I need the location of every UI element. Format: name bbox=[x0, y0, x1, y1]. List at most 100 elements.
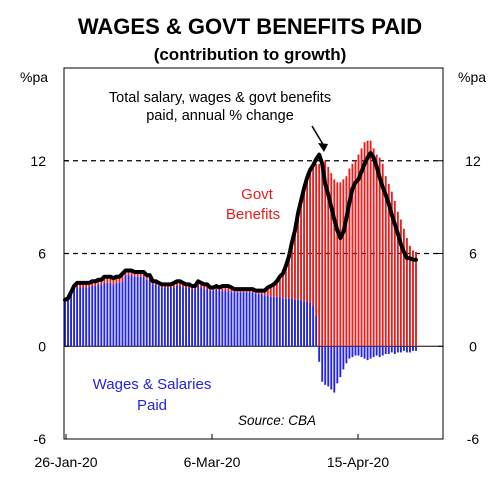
bars bbox=[64, 140, 417, 393]
chart-title: WAGES & GOVT BENEFITS PAID bbox=[78, 14, 422, 39]
govt-benefits-bar bbox=[109, 276, 112, 283]
wages-bar bbox=[236, 292, 239, 347]
govt-benefits-bar bbox=[369, 140, 372, 347]
govt-benefits-bar bbox=[112, 278, 115, 285]
govt-benefits-bar bbox=[179, 281, 181, 286]
govt-benefits-bar bbox=[387, 183, 390, 347]
wages-bar bbox=[357, 346, 360, 356]
wages-bar bbox=[64, 299, 66, 347]
govt-benefits-bar bbox=[224, 285, 227, 291]
wages-bar bbox=[378, 346, 381, 358]
govt-benefits-bar bbox=[227, 285, 230, 291]
govt-benefits-bar bbox=[79, 282, 82, 288]
govt-benefits-bar bbox=[412, 250, 414, 347]
govt-benefits-bar bbox=[297, 213, 299, 300]
wages-bar bbox=[130, 275, 133, 347]
wages-bar bbox=[291, 298, 293, 347]
govt-benefits-bar bbox=[100, 279, 103, 285]
wages-bar bbox=[142, 276, 145, 347]
wages-bar bbox=[194, 289, 197, 347]
wages-bar bbox=[345, 346, 348, 364]
wages-bar bbox=[133, 276, 136, 347]
wages-bar bbox=[384, 346, 387, 354]
govt-benefits-bar bbox=[127, 270, 130, 276]
govt-benefits-bar bbox=[324, 160, 327, 347]
wages-bar bbox=[399, 346, 402, 353]
wages-bar bbox=[336, 346, 339, 384]
wages-bar bbox=[139, 276, 142, 347]
govt-benefits-bar bbox=[176, 281, 178, 286]
govt-benefits-bar bbox=[372, 148, 375, 347]
wages-bar bbox=[360, 346, 363, 358]
govt-benefits-bar bbox=[312, 165, 315, 307]
govt-benefits-bar bbox=[351, 163, 354, 347]
wages-bar bbox=[330, 346, 333, 390]
wages-bar bbox=[318, 346, 321, 362]
govt-benefits-bar bbox=[409, 245, 411, 347]
annotation-arrow-head bbox=[318, 143, 328, 152]
wages-bar bbox=[239, 292, 242, 347]
wages-bar bbox=[154, 284, 157, 347]
govt-benefits-bar bbox=[275, 281, 278, 297]
govt-benefits-bar bbox=[294, 230, 296, 300]
wages-bar bbox=[215, 289, 218, 347]
govt-benefits-bar bbox=[396, 211, 399, 347]
y-tick-label-right: 0 bbox=[469, 338, 477, 354]
govt-benefits-bar bbox=[399, 219, 402, 347]
wages-bar bbox=[121, 281, 124, 347]
govt-benefits-bar bbox=[136, 272, 139, 277]
govt-benefits-bar bbox=[230, 287, 233, 293]
wages-bar bbox=[163, 287, 166, 347]
govt-benefits-bar bbox=[172, 282, 175, 288]
wages-label-line2: Paid bbox=[137, 397, 167, 414]
govt-benefits-bar bbox=[272, 284, 275, 297]
govt-benefits-bar bbox=[287, 256, 290, 299]
chart-subtitle: (contribution to growth) bbox=[154, 45, 347, 64]
wages-bar bbox=[145, 279, 148, 347]
wages-bar bbox=[309, 302, 312, 347]
wages-bar bbox=[415, 346, 417, 351]
govt-benefits-bar bbox=[339, 182, 342, 347]
x-tick-label: 15-Apr-20 bbox=[327, 454, 389, 470]
govt-benefits-bar bbox=[269, 285, 272, 297]
wages-bar bbox=[188, 287, 190, 347]
wages-bar bbox=[324, 346, 327, 385]
govt-benefits-bar bbox=[384, 176, 387, 347]
wages-bar bbox=[272, 296, 275, 347]
govt-benefits-bar bbox=[390, 191, 393, 347]
wages-bar bbox=[333, 346, 336, 393]
govt-benefits-bar bbox=[315, 163, 318, 316]
govt-benefits-bar bbox=[203, 284, 206, 290]
line-annotation-line1: Total salary, wages & govt benefits bbox=[109, 90, 331, 106]
wages-bar bbox=[312, 306, 315, 347]
govt-benefits-bar bbox=[360, 148, 363, 347]
wages-bar bbox=[76, 287, 79, 347]
govt-benefits-bar bbox=[115, 276, 118, 283]
wages-bar bbox=[103, 282, 106, 347]
govt-benefits-bar bbox=[133, 272, 136, 277]
wages-bar bbox=[269, 296, 272, 347]
wages-bar bbox=[287, 298, 290, 347]
govt-benefits-bar bbox=[381, 163, 384, 347]
govt-benefits-bar bbox=[103, 276, 106, 283]
wages-bar bbox=[375, 346, 378, 356]
wages-bar bbox=[327, 346, 330, 387]
wages-bar bbox=[73, 289, 76, 347]
govt-benefits-bar bbox=[405, 238, 408, 347]
govt-benefits-bar bbox=[88, 282, 91, 288]
y-axis-label-right: %pa bbox=[458, 69, 486, 85]
govt-benefits-bar bbox=[348, 168, 351, 347]
wages-bar bbox=[281, 298, 284, 347]
govt-benefits-bar bbox=[330, 173, 333, 347]
wages-bar bbox=[115, 282, 118, 347]
wages-bar bbox=[306, 301, 309, 347]
govt-benefits-bar bbox=[354, 160, 357, 347]
govt-benefits-bar bbox=[321, 160, 324, 347]
wages-bar bbox=[157, 285, 160, 347]
wages-bar bbox=[257, 293, 260, 347]
govt-benefits-bar bbox=[342, 179, 345, 347]
govt-benefits-bar bbox=[402, 228, 405, 347]
wages-bar bbox=[294, 299, 296, 347]
wages-bar bbox=[160, 287, 163, 347]
